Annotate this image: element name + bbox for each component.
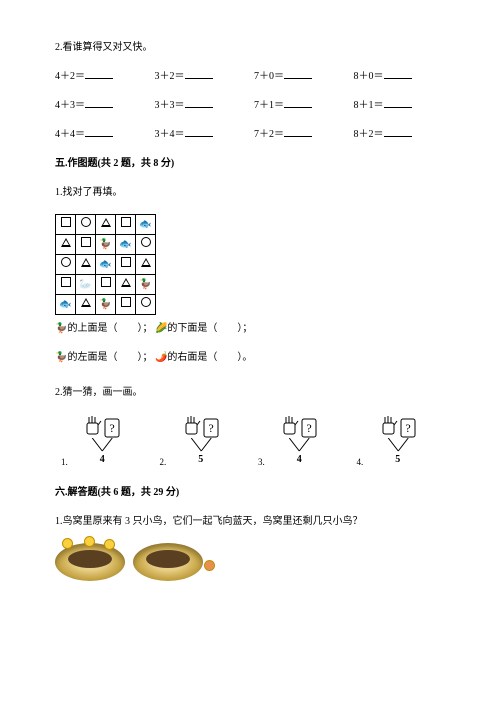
arith-expr: 8＋0＝ — [354, 71, 384, 82]
shape-grid-table: 🐟🦆🐟🐟🦢🦆🐟🦆 — [55, 214, 156, 315]
svg-text:?: ? — [405, 421, 410, 435]
card-icon: ? — [400, 418, 416, 438]
guess-number: 4 — [55, 452, 150, 467]
section-5-title: 五.作图题(共 2 题，共 8 分) — [55, 156, 445, 171]
arith-expr: 3＋3＝ — [155, 100, 185, 111]
guess-number: 5 — [154, 452, 249, 467]
text: 的上面是（ ）； — [67, 323, 152, 334]
text: 的右面是（ ）。 — [167, 352, 252, 363]
text: 的左面是（ ）； — [67, 352, 152, 363]
hand-icon — [281, 416, 299, 438]
arith-expr: 4＋3＝ — [55, 100, 85, 111]
duck-icon: 🦆 — [55, 323, 67, 334]
arith-expr: 4＋2＝ — [55, 71, 85, 82]
arith-expr: 7＋2＝ — [254, 129, 284, 140]
arith-row-2: 4＋3＝ 3＋3＝ 7＋1＝ 8＋1＝ — [55, 98, 445, 113]
answer-blank[interactable] — [185, 98, 213, 108]
answer-blank[interactable] — [85, 98, 113, 108]
question-2-title: 2.看谁算得又对又快。 — [55, 40, 445, 55]
arith-expr: 4＋4＝ — [55, 129, 85, 140]
nest-illustration — [55, 543, 445, 581]
arith-cell: 3＋4＝ — [155, 127, 247, 142]
guess-item-2: ? 5 2. — [154, 414, 249, 467]
arith-cell: 7＋1＝ — [254, 98, 346, 113]
guess-index: 4. — [357, 456, 364, 470]
arith-row-1: 4＋2＝ 3＋2＝ 7＋0＝ 8＋0＝ — [55, 69, 445, 84]
arith-expr: 3＋4＝ — [155, 129, 185, 140]
guess-icons: ? — [252, 416, 347, 438]
section-6-q1: 1.鸟窝里原来有 3 只小鸟，它们一起飞向蓝天，鸟窝里还剩几只小鸟？ — [55, 514, 445, 529]
v-connector — [252, 438, 347, 452]
answer-blank[interactable] — [284, 98, 312, 108]
shape-grid: 🐟🦆🐟🐟🦢🦆🐟🦆 — [55, 214, 445, 315]
arith-expr: 3＋2＝ — [155, 71, 185, 82]
chick-icon — [63, 539, 72, 548]
guess-row: ? 4 1. ? 5 2. ? 4 3. ? 5 4. — [55, 414, 445, 467]
arith-cell: 7＋0＝ — [254, 69, 346, 84]
answer-blank[interactable] — [384, 69, 412, 79]
v-connector — [351, 438, 446, 452]
answer-blank[interactable] — [284, 69, 312, 79]
guess-number: 5 — [351, 452, 446, 467]
section-5-q1: 1.找对了再填。 — [55, 185, 445, 200]
grid-line-2: 🦆的左面是（ ）； 🌶️的右面是（ ）。 — [55, 350, 445, 365]
section-6-title: 六.解答题(共 6 题，共 29 分) — [55, 485, 445, 500]
arith-cell: 3＋3＝ — [155, 98, 247, 113]
v-connector — [154, 438, 249, 452]
answer-blank[interactable] — [85, 69, 113, 79]
answer-blank[interactable] — [384, 98, 412, 108]
duck-icon: 🦆 — [55, 352, 67, 363]
pepper-icon: 🌶️ — [155, 352, 167, 363]
answer-blank[interactable] — [185, 127, 213, 137]
card-icon: ? — [104, 418, 120, 438]
hand-icon — [380, 416, 398, 438]
answer-blank[interactable] — [384, 127, 412, 137]
v-connector — [55, 438, 150, 452]
arith-cell: 4＋4＝ — [55, 127, 147, 142]
grid-line-1: 🦆的上面是（ ）； 🌽的下面是（ ）； — [55, 321, 445, 336]
nest-with-birds — [55, 543, 125, 581]
guess-item-4: ? 5 4. — [351, 414, 446, 467]
card-icon: ? — [301, 418, 317, 438]
svg-text:?: ? — [208, 421, 213, 435]
arith-expr: 7＋0＝ — [254, 71, 284, 82]
corn-icon: 🌽 — [155, 323, 167, 334]
guess-index: 3. — [258, 456, 265, 470]
guess-icons: ? — [55, 416, 150, 438]
guess-item-3: ? 4 3. — [252, 414, 347, 467]
guess-icons: ? — [351, 416, 446, 438]
svg-text:?: ? — [307, 421, 312, 435]
arith-row-3: 4＋4＝ 3＋4＝ 7＋2＝ 8＋2＝ — [55, 127, 445, 142]
arith-expr: 7＋1＝ — [254, 100, 284, 111]
arith-cell: 3＋2＝ — [155, 69, 247, 84]
guess-index: 1. — [61, 456, 68, 470]
answer-blank[interactable] — [185, 69, 213, 79]
text: 的下面是（ ）； — [167, 323, 252, 334]
section-5-q2: 2.猜一猜，画一画。 — [55, 385, 445, 400]
arith-cell: 7＋2＝ — [254, 127, 346, 142]
arith-cell: 4＋3＝ — [55, 98, 147, 113]
chick-icon — [105, 540, 114, 549]
chick-icon — [205, 561, 214, 570]
arith-expr: 8＋2＝ — [354, 129, 384, 140]
svg-text:?: ? — [110, 421, 115, 435]
guess-icons: ? — [154, 416, 249, 438]
guess-item-1: ? 4 1. — [55, 414, 150, 467]
answer-blank[interactable] — [85, 127, 113, 137]
card-icon: ? — [203, 418, 219, 438]
guess-index: 2. — [160, 456, 167, 470]
nest-empty — [133, 543, 203, 581]
arith-expr: 8＋1＝ — [354, 100, 384, 111]
arith-cell: 8＋0＝ — [354, 69, 446, 84]
hand-icon — [183, 416, 201, 438]
arith-cell: 4＋2＝ — [55, 69, 147, 84]
hand-icon — [84, 416, 102, 438]
arith-cell: 8＋2＝ — [354, 127, 446, 142]
guess-number: 4 — [252, 452, 347, 467]
arith-cell: 8＋1＝ — [354, 98, 446, 113]
chick-icon — [85, 537, 94, 546]
answer-blank[interactable] — [284, 127, 312, 137]
